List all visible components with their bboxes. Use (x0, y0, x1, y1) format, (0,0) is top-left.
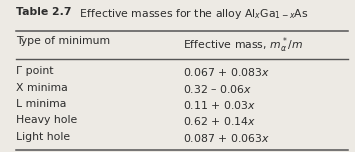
Text: X minima: X minima (16, 83, 68, 93)
Text: 0.32 – 0.06$x$: 0.32 – 0.06$x$ (183, 83, 252, 95)
Text: Effective masses for the alloy Al$_x$Ga$_{1-x}$As: Effective masses for the alloy Al$_x$Ga$… (73, 7, 308, 21)
Text: Heavy hole: Heavy hole (16, 115, 77, 125)
Text: 0.087 + 0.063$x$: 0.087 + 0.063$x$ (183, 132, 270, 144)
Text: L minima: L minima (16, 99, 66, 109)
Text: Light hole: Light hole (16, 132, 70, 142)
Text: Γ point: Γ point (16, 66, 54, 76)
Text: 0.067 + 0.083$x$: 0.067 + 0.083$x$ (183, 66, 270, 78)
Text: Table 2.7: Table 2.7 (16, 7, 71, 17)
Text: 0.62 + 0.14$x$: 0.62 + 0.14$x$ (183, 115, 256, 127)
Text: Effective mass, $m_{\alpha}^*/m$: Effective mass, $m_{\alpha}^*/m$ (183, 36, 303, 55)
Text: 0.11 + 0.03$x$: 0.11 + 0.03$x$ (183, 99, 256, 111)
Text: Type of minimum: Type of minimum (16, 36, 110, 46)
